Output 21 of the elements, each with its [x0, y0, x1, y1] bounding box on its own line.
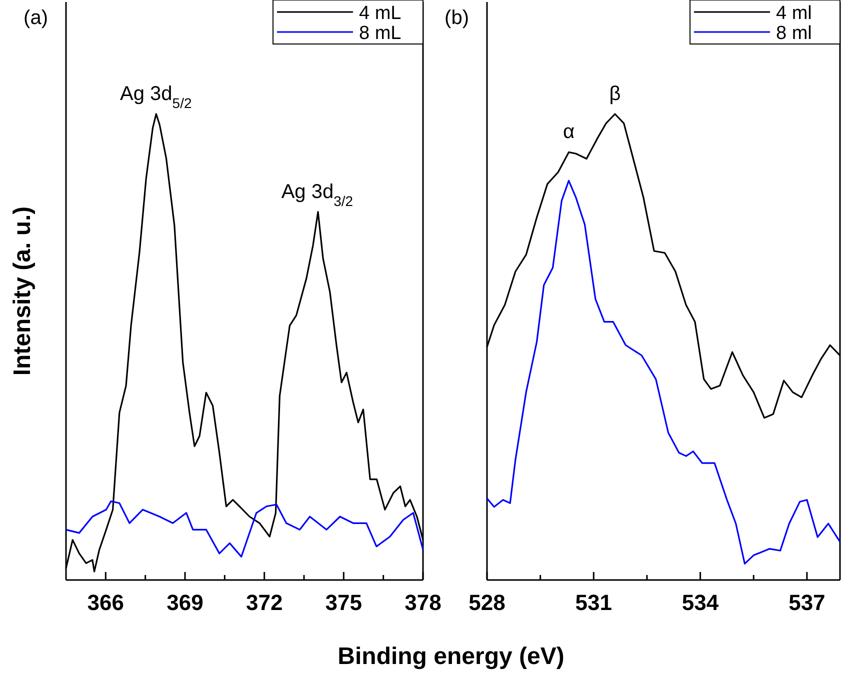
chart-title: (a) — [24, 7, 48, 29]
legend-label: 8 ml — [776, 23, 812, 44]
x-tick-label: 534 — [682, 590, 720, 615]
x-tick-label: 378 — [404, 590, 442, 615]
chart-title: (b) — [444, 7, 469, 29]
x-tick-label: 531 — [575, 590, 612, 615]
annotation: Ag 3d$_{5/2}$ — [120, 83, 192, 111]
x-tick-label: 537 — [788, 590, 826, 615]
y-axis-title: Intensity (a. u.) — [9, 206, 36, 376]
legend-label: 4 ml — [776, 3, 812, 24]
x-tick-label: 369 — [166, 590, 204, 615]
x-tick-label: 375 — [325, 590, 362, 615]
x-tick-label: 372 — [246, 590, 283, 615]
legend-label: 8 mL — [359, 23, 402, 44]
annotation: Ag 3d$_{3/2}$ — [281, 180, 354, 209]
x-tick-label: 366 — [87, 590, 124, 615]
x-axis-title: Binding energy (eV) — [338, 643, 564, 670]
annotation: β — [609, 83, 621, 105]
annotation: α — [562, 121, 575, 144]
legend-label: 4 mL — [359, 3, 402, 24]
x-tick-label: 528 — [468, 590, 506, 615]
